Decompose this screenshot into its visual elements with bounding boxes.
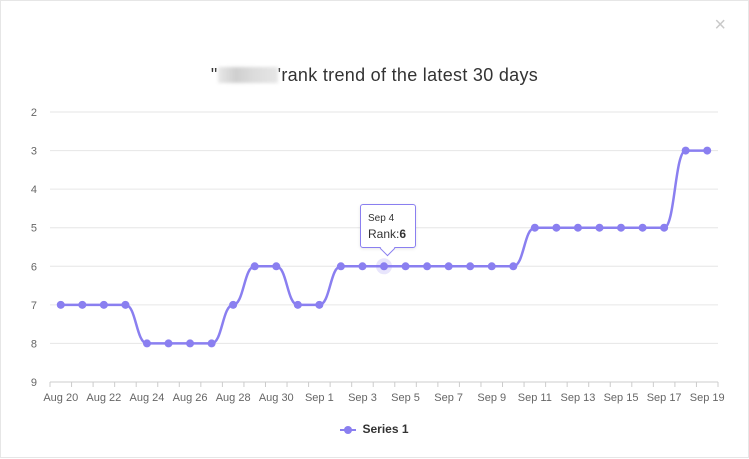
data-point <box>250 262 259 271</box>
data-point <box>573 223 582 232</box>
x-tick-label: Aug 24 <box>130 392 165 404</box>
data-point <box>638 223 647 232</box>
x-tick-label: Sep 1 <box>305 392 334 404</box>
x-tick-label: Sep 3 <box>348 392 377 404</box>
data-point <box>56 300 65 309</box>
x-tick-label: Sep 13 <box>560 392 595 404</box>
x-tick-label: Aug 30 <box>259 392 294 404</box>
y-tick-label: 8 <box>31 338 37 350</box>
x-tick-label: Aug 22 <box>86 392 121 404</box>
x-tick-label: Sep 11 <box>518 392 552 404</box>
x-tick-label: Sep 19 <box>690 392 725 404</box>
chart-title-suffix: 'rank trend of the latest 30 days <box>277 65 539 85</box>
chart-title-prefix: " <box>210 65 218 85</box>
y-tick-label: 9 <box>31 377 37 389</box>
data-point <box>272 262 281 271</box>
data-point <box>380 262 388 271</box>
data-point <box>466 262 475 271</box>
data-point <box>617 223 626 232</box>
y-tick-label: 5 <box>31 223 37 235</box>
data-point <box>552 223 561 232</box>
data-point <box>444 262 453 271</box>
data-point <box>186 339 195 348</box>
data-point <box>423 262 432 271</box>
data-point <box>487 262 496 271</box>
x-tick-label: Sep 15 <box>604 392 639 404</box>
chart-tooltip: Sep 4 Rank:6 <box>360 204 416 248</box>
y-tick-label: 2 <box>31 107 37 119</box>
y-tick-label: 3 <box>31 146 37 158</box>
x-tick-label: Sep 9 <box>477 392 506 404</box>
data-point <box>142 339 151 348</box>
data-point <box>681 146 690 155</box>
x-tick-label: Aug 26 <box>173 392 208 404</box>
legend-swatch <box>340 425 357 434</box>
data-point <box>315 300 324 309</box>
x-tick-label: Sep 7 <box>434 392 463 404</box>
tooltip-label: Rank: <box>368 227 400 241</box>
tooltip-value-row: Rank:6 <box>368 227 408 241</box>
data-point <box>401 262 410 271</box>
chart-legend[interactable]: Series 1 <box>1 422 748 436</box>
y-tick-label: 7 <box>31 300 37 312</box>
data-point <box>99 300 108 309</box>
data-point <box>530 223 539 232</box>
x-tick-label: Sep 17 <box>647 392 682 404</box>
tooltip-date: Sep 4 <box>368 213 395 224</box>
data-point <box>78 300 87 309</box>
tooltip-value: 6 <box>399 227 407 241</box>
y-tick-label: 4 <box>31 184 37 196</box>
x-tick-label: Sep 5 <box>391 392 420 404</box>
data-point <box>164 339 173 348</box>
data-point <box>207 339 216 348</box>
x-tick-label: Aug 28 <box>216 392 251 404</box>
data-point <box>121 300 130 309</box>
data-point <box>509 262 518 271</box>
y-tick-label: 6 <box>31 261 37 273</box>
data-point <box>336 262 345 271</box>
close-icon[interactable]: × <box>714 14 726 36</box>
data-point <box>703 146 712 155</box>
legend-label: Series 1 <box>362 422 409 436</box>
data-point <box>358 262 367 271</box>
data-point <box>293 300 302 309</box>
chart-title: " 'rank trend of the latest 30 days <box>1 65 748 86</box>
data-point <box>660 223 669 232</box>
x-tick-label: Aug 20 <box>43 392 78 404</box>
data-point <box>229 300 238 309</box>
redacted-keyword <box>217 67 278 83</box>
data-point <box>595 223 604 232</box>
